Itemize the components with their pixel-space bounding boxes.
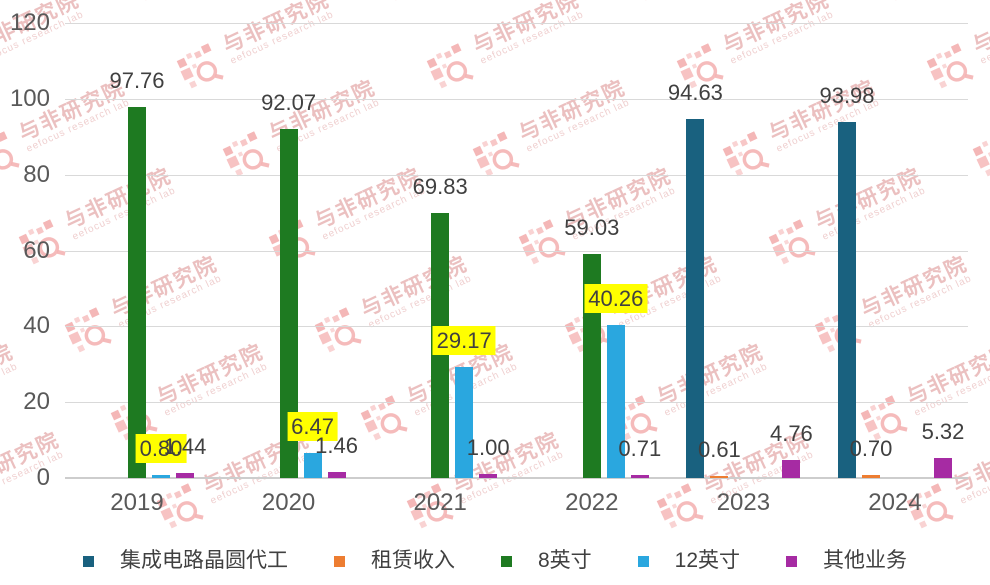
legend-item-1: 租赁收入 bbox=[333, 549, 455, 573]
legend-item-3: 12英寸 bbox=[637, 549, 741, 573]
bar-其他业务-2020 bbox=[327, 472, 346, 478]
value-label: 0.61 bbox=[697, 436, 741, 462]
legend-item-4: 其他业务 bbox=[786, 549, 907, 573]
y-tick-label: 100 bbox=[9, 84, 50, 112]
y-tick-label: 80 bbox=[23, 160, 50, 188]
bar-集成电路晶圆代工-2024 bbox=[838, 121, 856, 478]
value-label: 1.46 bbox=[315, 433, 359, 459]
bar-12英寸-2021 bbox=[455, 367, 474, 478]
x-category-label: 2019 bbox=[110, 489, 164, 516]
bar-12英寸-2020 bbox=[303, 453, 322, 478]
legend-swatch bbox=[637, 555, 649, 567]
y-tick-label: 0 bbox=[36, 464, 50, 491]
legend-swatch bbox=[333, 555, 345, 567]
legend-item-0: 集成电路晶圆代工 bbox=[82, 549, 288, 573]
value-label: 4.76 bbox=[769, 420, 813, 446]
value-label: 1.00 bbox=[466, 435, 510, 461]
legend: 集成电路晶圆代工 租赁收入 8英寸 12英寸 其他业务 bbox=[0, 547, 990, 575]
legend-label: 8英寸 bbox=[537, 549, 592, 572]
bar-12英寸-2019 bbox=[152, 474, 170, 478]
value-label: 29.17 bbox=[432, 326, 496, 356]
bar-其他业务-2024 bbox=[934, 457, 952, 478]
value-label: 93.98 bbox=[819, 82, 875, 108]
value-label: 1.44 bbox=[163, 433, 207, 459]
gridline bbox=[65, 402, 968, 404]
value-label: 5.32 bbox=[921, 418, 965, 444]
value-label: 92.07 bbox=[261, 89, 317, 115]
legend-label: 12英寸 bbox=[674, 549, 741, 572]
legend-label: 其他业务 bbox=[823, 549, 908, 572]
bar-其他业务-2019 bbox=[176, 472, 194, 478]
legend-label: 集成电路晶圆代工 bbox=[119, 549, 288, 572]
value-label: 40.26 bbox=[584, 284, 648, 314]
value-label: 69.83 bbox=[412, 174, 468, 200]
y-tick-label: 60 bbox=[23, 236, 50, 264]
bar-其他业务-2022 bbox=[630, 475, 649, 478]
value-label: 97.76 bbox=[109, 68, 165, 94]
gridline bbox=[65, 477, 968, 479]
bar-12英寸-2022 bbox=[606, 325, 625, 478]
legend-item-2: 8英寸 bbox=[500, 549, 592, 573]
legend-swatch bbox=[786, 555, 798, 567]
gridline bbox=[65, 23, 968, 24]
x-category-label: 2022 bbox=[565, 489, 619, 516]
value-label: 6.47 bbox=[287, 412, 339, 442]
legend-swatch bbox=[500, 555, 512, 567]
gridline bbox=[65, 250, 968, 252]
value-label: 59.03 bbox=[564, 215, 620, 241]
y-tick-label: 20 bbox=[23, 388, 50, 416]
bar-租赁收入-2023 bbox=[710, 475, 729, 478]
legend-swatch bbox=[82, 555, 94, 567]
x-category-label: 2021 bbox=[413, 489, 467, 516]
bar-8英寸-2019 bbox=[128, 107, 146, 478]
value-label: 0.80 bbox=[135, 433, 187, 463]
bar-租赁收入-2024 bbox=[862, 475, 880, 478]
gridline bbox=[65, 98, 968, 100]
bar-其他业务-2021 bbox=[479, 474, 498, 478]
y-tick-label: 120 bbox=[9, 9, 50, 36]
x-category-label: 2024 bbox=[868, 489, 922, 516]
bar-集成电路晶圆代工-2023 bbox=[686, 119, 705, 478]
value-label: 0.70 bbox=[849, 436, 893, 462]
x-category-label: 2020 bbox=[261, 489, 316, 516]
gridline bbox=[65, 174, 968, 176]
legend-label: 租赁收入 bbox=[370, 549, 455, 572]
y-tick-label: 40 bbox=[23, 312, 50, 340]
bar-其他业务-2023 bbox=[782, 459, 801, 478]
value-label: 0.71 bbox=[618, 436, 662, 462]
bar-8英寸-2020 bbox=[279, 128, 298, 478]
gridline bbox=[65, 326, 968, 328]
x-category-label: 2023 bbox=[716, 489, 771, 516]
value-label: 94.63 bbox=[667, 80, 723, 106]
